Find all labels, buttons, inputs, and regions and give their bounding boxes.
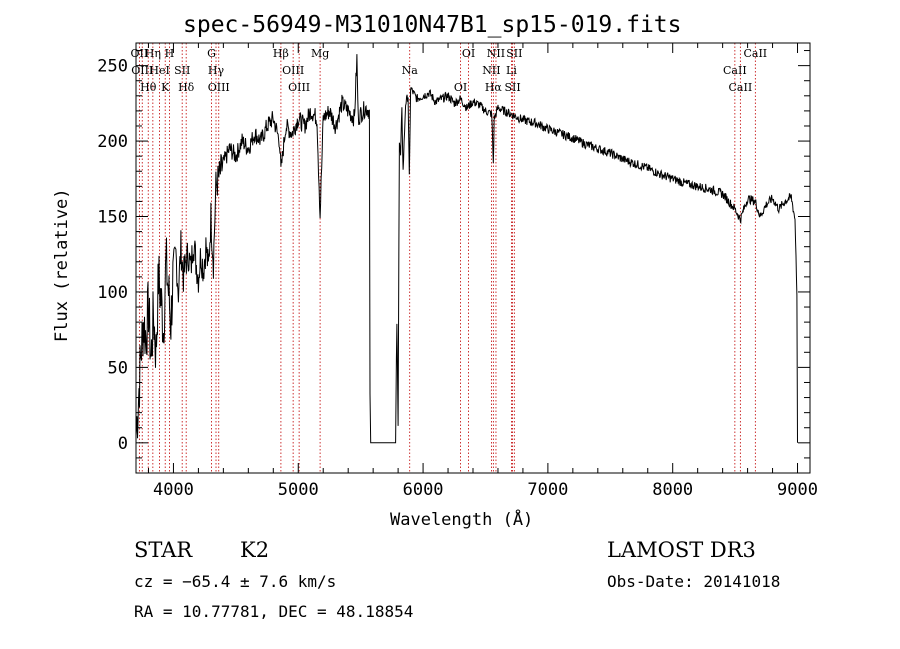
- spectrum-line: [135, 54, 798, 444]
- x-tick-label: 9000: [777, 480, 818, 500]
- line-label: OIII: [288, 81, 310, 94]
- chart-title: spec-56949-M31010N47B1_sp15-019.fits: [183, 12, 682, 38]
- line-label: Hδ: [178, 81, 195, 94]
- line-label: Mg: [311, 47, 329, 60]
- line-label: OII: [131, 47, 149, 60]
- y-tick-label: 200: [97, 132, 128, 152]
- line-label: OIII: [282, 64, 304, 77]
- y-tick-label: 250: [97, 57, 128, 77]
- line-label: OIII: [131, 64, 153, 77]
- x-tick-label: 8000: [652, 480, 693, 500]
- line-label: G: [207, 47, 216, 60]
- line-label: Hθ: [140, 81, 157, 94]
- line-label: SII: [504, 81, 520, 94]
- x-tick-label: 7000: [527, 480, 568, 500]
- line-label: OIII: [208, 81, 230, 94]
- line-label: Li: [506, 64, 517, 77]
- line-label: Hα: [485, 81, 503, 94]
- line-label: Hη: [145, 47, 161, 60]
- line-label: Na: [402, 64, 419, 77]
- line-label: K: [161, 81, 170, 94]
- ra-dec: RA = 10.77781, DEC = 48.18854: [134, 602, 414, 621]
- survey-name: LAMOST DR3: [607, 538, 756, 562]
- x-tick-label: 5000: [278, 480, 319, 500]
- y-tick-label: 0: [118, 434, 128, 454]
- line-label: Hβ: [273, 47, 289, 60]
- y-axis-label: Flux (relative): [52, 188, 72, 342]
- line-label: Hγ: [208, 64, 225, 77]
- line-label: CaII: [723, 64, 747, 77]
- object-class: STAR: [134, 538, 193, 562]
- y-tick-label: 150: [97, 208, 128, 228]
- object-subclass: K2: [240, 538, 270, 562]
- observation-date: Obs-Date: 20141018: [607, 572, 781, 591]
- y-tick-label: 100: [97, 283, 128, 303]
- line-label: SII: [506, 47, 522, 60]
- line-label: SII: [174, 64, 190, 77]
- line-label: OI: [454, 81, 467, 94]
- y-tick-label: 50: [108, 358, 128, 378]
- x-axis-label: Wavelength (Å): [390, 510, 534, 530]
- line-label: CaII: [729, 81, 753, 94]
- line-label: CaII: [743, 47, 767, 60]
- line-label: HeI: [149, 64, 169, 77]
- plot-frame: [135, 42, 811, 474]
- line-label: NII: [482, 64, 500, 77]
- redshift-cz: cz = −65.4 ± 7.6 km/s: [134, 572, 337, 591]
- line-label: H: [165, 47, 175, 60]
- line-label: OI: [462, 47, 475, 60]
- x-tick-label: 4000: [153, 480, 194, 500]
- x-tick-label: 6000: [403, 480, 444, 500]
- line-label: NII: [487, 47, 505, 60]
